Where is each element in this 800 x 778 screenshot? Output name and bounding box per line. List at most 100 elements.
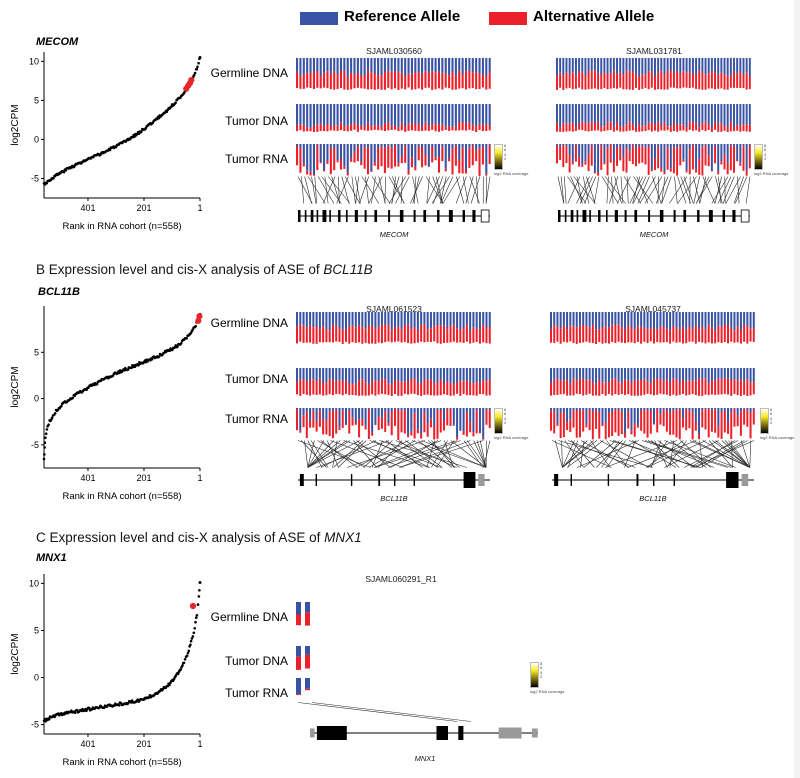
exon-box <box>437 210 440 222</box>
rna-coverage-legend: 8 6 4 2 log2 RNA coverage <box>754 143 794 176</box>
x-tick-label: 1 <box>197 203 202 213</box>
y-axis-label: log2CPM <box>10 104 21 145</box>
x-tick-label: 401 <box>80 739 95 749</box>
rna-coverage-legend: 8 6 4 2 log2 RNA coverage <box>494 407 534 440</box>
exon-box <box>576 210 579 222</box>
tumor-dna-label: Tumor DNA <box>225 372 288 386</box>
sample-column: SJAML061523 BCL11B <box>296 262 492 526</box>
exon-box <box>589 210 591 222</box>
tumor-dna-track <box>296 646 314 670</box>
sample-id: SJAML045737 <box>625 304 681 314</box>
germline-dna-track <box>296 58 492 90</box>
y-tick-label: 5 <box>34 625 39 635</box>
exon-box <box>740 209 750 223</box>
exon-box <box>399 210 404 222</box>
snp-to-exon-connector-lines <box>297 440 491 468</box>
connector-fan <box>550 440 756 468</box>
exon-box <box>554 474 559 486</box>
scrollbar-track[interactable] <box>794 0 800 778</box>
exon-box <box>673 474 675 486</box>
exon-box <box>607 474 610 486</box>
snp-to-exon-connector-lines <box>297 702 472 722</box>
gene-model-label: BCL11B <box>380 494 408 503</box>
panel-header-gene: BCL11B <box>323 262 373 277</box>
germline-dna-track <box>296 312 492 344</box>
gene-model-box <box>556 204 752 228</box>
exon-box <box>614 210 618 222</box>
y-tick-label: 0 <box>34 673 39 683</box>
exon-box <box>498 727 522 739</box>
exon-box <box>316 210 319 222</box>
germline-dna-barcode <box>556 58 751 90</box>
y-axis-label: log2CPM <box>10 366 21 407</box>
exon-box <box>310 728 315 738</box>
connector-fan <box>296 702 540 722</box>
germline-dna-barcode <box>296 602 310 626</box>
exon-box <box>413 210 416 222</box>
exon-box <box>659 210 664 222</box>
exon-box <box>480 209 490 223</box>
rna-coverage-legend: 8 6 4 2 log2 RNA coverage <box>760 407 800 440</box>
exon-box <box>329 210 331 222</box>
germline-dna-track <box>296 602 314 626</box>
x-tick-label: 1 <box>197 739 202 749</box>
highlighted-sample-dot <box>189 602 197 610</box>
y-tick-label: 10 <box>29 56 39 66</box>
connector-fan <box>296 440 492 468</box>
sample-id: SJAML031781 <box>626 46 682 56</box>
germline-dna-track <box>550 312 756 344</box>
gene-model-label: MECOM <box>639 230 669 239</box>
y-tick-label: 0 <box>34 394 39 404</box>
exon-box <box>448 210 453 222</box>
coverage-gradient <box>754 144 763 170</box>
tumor-rna-label: Tumor RNA <box>225 686 288 700</box>
rna-coverage-legend: 8 6 4 2 log2 RNA coverage <box>530 661 570 694</box>
x-tick-label: 401 <box>80 203 95 213</box>
exon-box <box>598 210 601 222</box>
exon-box <box>462 210 465 222</box>
germline-dna-label: Germline DNA <box>210 66 288 80</box>
sample-column: SJAML045737 BCL11B <box>550 262 756 526</box>
tumor-rna-barcode <box>296 678 310 696</box>
panel-header-text: C Expression level and cis-X analysis of… <box>36 530 325 545</box>
exon-box <box>478 474 485 486</box>
coverage-gradient <box>760 408 769 434</box>
exon-box <box>648 210 651 222</box>
y-tick-label: -5 <box>31 440 39 450</box>
snp-to-exon-connector-lines <box>551 440 755 468</box>
exon-box <box>708 210 713 222</box>
tumor-rna-label: Tumor RNA <box>225 412 288 426</box>
exon-box <box>741 474 749 486</box>
coverage-legend-label: log2 RNA coverage <box>494 435 529 440</box>
panel-header: B Expression level and cis-X analysis of… <box>36 262 373 277</box>
exon-box <box>374 210 378 222</box>
x-tick-label: 201 <box>136 203 151 213</box>
exon-box <box>726 472 739 488</box>
scatter-gene-label: MECOM <box>36 36 79 48</box>
panel-header: C Expression level and cis-X analysis of… <box>36 530 362 545</box>
scatter-plot: 5 0 -5 401 201 1 Rank in RNA cohort (n=558) log… <box>8 298 208 504</box>
tumor-rna-track <box>556 144 752 176</box>
coverage-gradient <box>494 408 503 434</box>
tumor-rna-track <box>550 408 756 440</box>
gene-model-box <box>296 468 492 492</box>
exon-box <box>310 210 314 222</box>
coverage-gradient <box>530 662 539 688</box>
coverage-legend-label: log2 RNA coverage <box>494 171 529 176</box>
germline-dna-barcode <box>550 312 755 344</box>
exon-box <box>304 210 307 222</box>
exon-box <box>570 474 572 486</box>
exon-box <box>350 474 353 486</box>
tumor-dna-track <box>296 104 492 132</box>
exon-box <box>570 210 574 222</box>
tumor-rna-barcode <box>296 144 491 176</box>
gene-model-box <box>550 468 756 492</box>
exon-box <box>346 210 348 222</box>
panel-a-mecom: MECOM 10 5 0 -5 401 201 1 Rank in RNA cohort (n=… <box>0 34 800 262</box>
exon-box <box>388 210 391 222</box>
exon-box <box>413 474 415 486</box>
